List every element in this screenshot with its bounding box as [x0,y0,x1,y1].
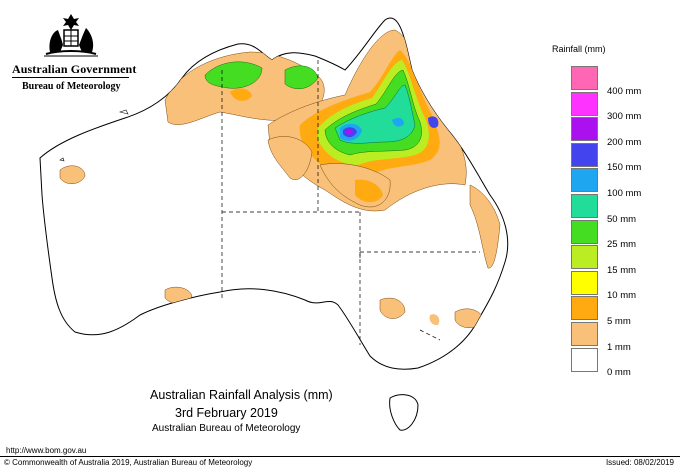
legend-swatch [571,220,598,244]
legend-label: 15 mm [607,265,637,276]
legend-swatch [571,92,598,116]
legend-swatch [571,348,598,372]
legend-swatch [571,271,598,295]
legend-label: 200 mm [607,137,642,148]
legend-label: 400 mm [607,86,642,97]
map-date: 3rd February 2019 [175,406,278,420]
legend-label: 50 mm [607,214,637,225]
state-borders [221,60,480,345]
issued-date: Issued: 08/02/2019 [605,458,674,467]
legend-label: 5 mm [607,316,631,327]
legend-title: Rainfall (mm) [552,44,606,54]
coat-of-arms-icon [44,14,98,57]
legend-label: 150 mm [607,162,642,173]
tasmania [389,394,419,431]
bureau-title: Bureau of Meteorology [22,81,121,92]
legend-label: 300 mm [607,111,642,122]
legend-label: 25 mm [607,239,637,250]
legend-swatch [571,296,598,320]
legend-label: 10 mm [607,290,637,301]
legend-label: 0 mm [607,367,631,378]
copyright-text: © Commonwealth of Australia 2019, Austra… [4,458,253,467]
government-title: Australian Government [12,62,137,76]
legend-swatch [571,168,598,192]
website-link[interactable]: http://www.bom.gov.au [6,446,87,455]
map-title: Australian Rainfall Analysis (mm) [150,388,333,402]
legend-swatch [571,117,598,141]
map-source: Australian Bureau of Meteorology [152,423,301,434]
footer-divider [0,456,680,457]
legend-label: 100 mm [607,188,642,199]
legend-label: 1 mm [607,342,631,353]
logo-divider [12,77,129,78]
legend-swatch [571,66,598,90]
legend-swatch [571,143,598,167]
legend-swatch [571,322,598,346]
legend-swatch [571,245,598,269]
legend-swatch [571,194,598,218]
